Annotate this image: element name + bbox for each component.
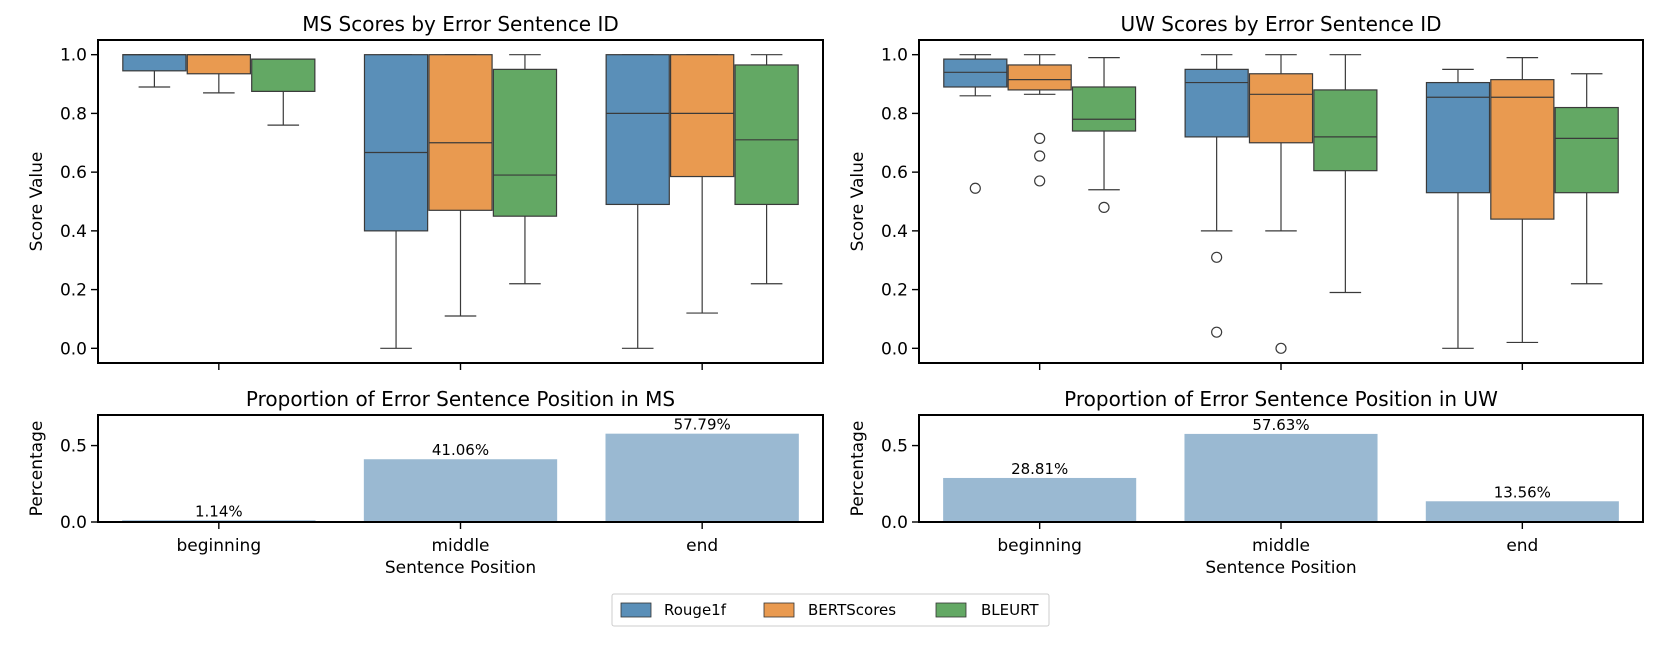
bar-panel-uw: Proportion of Error Sentence Position in… <box>848 387 1644 578</box>
p0-box-bertscores-end <box>669 54 735 178</box>
p1-ytick-label: 0.0 <box>881 339 908 359</box>
p0-ytick-label: 1.0 <box>60 46 87 66</box>
p0-ylabel: Score Value <box>27 152 47 252</box>
p1-box-rouge1f-end <box>1425 81 1491 194</box>
p1-title: UW Scores by Error Sentence ID <box>1120 12 1441 36</box>
p2-xtick-label: end <box>686 536 718 556</box>
p0-ytick-label: 0.4 <box>60 222 87 242</box>
p1-ytick-label: 0.6 <box>881 163 908 183</box>
p0-ytick-label: 0.8 <box>60 104 87 124</box>
p0-box-bleurt-end <box>734 64 799 206</box>
p3-ytick-label: 0.5 <box>881 437 908 457</box>
box-panel-uw: UW Scores by Error Sentence ID 0.0 0.2 0.4 0… <box>848 12 1644 370</box>
p2-ytick-label: 0.0 <box>60 513 87 533</box>
p0-box-bertscores-beginning <box>186 54 252 75</box>
p1-box-bertscores-beginning-outlier <box>1034 132 1046 144</box>
p0-ytick-label: 0.0 <box>60 339 87 359</box>
p2-bar-label-middle: 41.06% <box>432 441 489 459</box>
p0-box-rouge1f-beginning <box>122 54 187 72</box>
p1-box-rouge1f-beginning-outlier <box>969 182 981 194</box>
p3-xtick-label: middle <box>1252 536 1310 556</box>
p1-box-bertscores-middle <box>1248 73 1314 144</box>
p3-bar-end <box>1425 501 1619 522</box>
bar-panel-ms: Proportion of Error Sentence Position in… <box>27 387 824 578</box>
legend-swatch-rouge1f <box>620 602 652 618</box>
p2-xlabel: Sentence Position <box>385 558 536 578</box>
p3-bar-beginning <box>943 477 1137 522</box>
p3-axes-frame <box>918 414 1644 523</box>
p0-box-rouge1f-middle <box>363 54 429 232</box>
p0-ytick-label: 0.6 <box>60 163 87 183</box>
legend-label-bleurt: BLEURT <box>981 601 1039 619</box>
legend-swatch-bertscores <box>763 602 795 618</box>
legend-label-rouge1f: Rouge1f <box>664 601 727 619</box>
p3-ylabel: Percentage <box>848 421 868 517</box>
p1-box-rouge1f-middle <box>1184 68 1249 138</box>
p3-bar-label-middle: 57.63% <box>1252 416 1309 434</box>
p1-box-bertscores-beginning <box>1007 64 1072 91</box>
p1-box-bleurt-middle <box>1313 89 1378 172</box>
p2-bar-label-beginning: 1.14% <box>195 502 243 520</box>
p1-box-rouge1f-beginning <box>943 58 1008 88</box>
legend-label-bertscores: BERTScores <box>808 601 896 619</box>
p2-xtick-label: beginning <box>177 536 262 556</box>
p1-ytick-label: 0.4 <box>881 222 908 242</box>
p1-box-bertscores-beginning-outlier <box>1034 150 1046 162</box>
p3-xlabel: Sentence Position <box>1205 558 1356 578</box>
p1-ytick-label: 1.0 <box>881 46 908 66</box>
p3-bar-label-end: 13.56% <box>1494 483 1551 501</box>
p0-title: MS Scores by Error Sentence ID <box>302 12 619 36</box>
p0-box-bleurt-beginning <box>251 58 316 92</box>
p2-bar-end <box>605 433 799 522</box>
p1-box-bleurt-beginning <box>1071 86 1137 132</box>
p1-box-bleurt-beginning-outlier <box>1098 201 1110 213</box>
p3-xtick-label: beginning <box>997 536 1082 556</box>
p3-bar-middle <box>1184 433 1378 522</box>
p2-bar-label-end: 57.79% <box>674 416 731 434</box>
p1-axes-frame <box>918 39 1644 364</box>
p2-title: Proportion of Error Sentence Position in… <box>246 387 675 411</box>
legend-swatch-bleurt <box>935 602 967 618</box>
p1-box-bleurt-end <box>1554 106 1619 194</box>
p3-ytick-label: 0.0 <box>881 513 908 533</box>
p0-box-rouge1f-end <box>605 54 670 206</box>
legend: Rouge1f BERTScores BLEURT <box>611 593 1050 627</box>
p0-box-bleurt-middle <box>492 68 558 217</box>
p3-title: Proportion of Error Sentence Position in… <box>1064 387 1498 411</box>
p0-ytick-label: 0.2 <box>60 281 87 301</box>
box-panel-ms: MS Scores by Error Sentence ID 0.0 0.2 0.4 0… <box>27 12 824 370</box>
p1-box-rouge1f-middle-outlier <box>1211 251 1223 263</box>
p1-ytick-label: 0.2 <box>881 281 908 301</box>
p0-axes-frame <box>97 39 824 364</box>
p1-box-bertscores-middle-outlier <box>1275 342 1287 354</box>
p3-xtick-label: end <box>1506 536 1538 556</box>
p1-ylabel: Score Value <box>848 152 868 252</box>
p1-ytick-label: 0.8 <box>881 104 908 124</box>
p2-ylabel: Percentage <box>27 421 47 517</box>
p2-bar-middle <box>363 459 558 522</box>
p3-bar-label-beginning: 28.81% <box>1011 460 1068 478</box>
p1-box-rouge1f-middle-outlier <box>1211 326 1223 338</box>
p1-box-bertscores-end <box>1490 79 1555 220</box>
p0-box-bertscores-middle <box>428 54 493 211</box>
p2-xtick-label: middle <box>431 536 489 556</box>
p2-ytick-label: 0.5 <box>60 437 87 457</box>
legend-frame <box>611 593 1050 627</box>
p1-box-bertscores-beginning-outlier <box>1034 175 1046 187</box>
p2-axes-frame <box>97 414 824 523</box>
